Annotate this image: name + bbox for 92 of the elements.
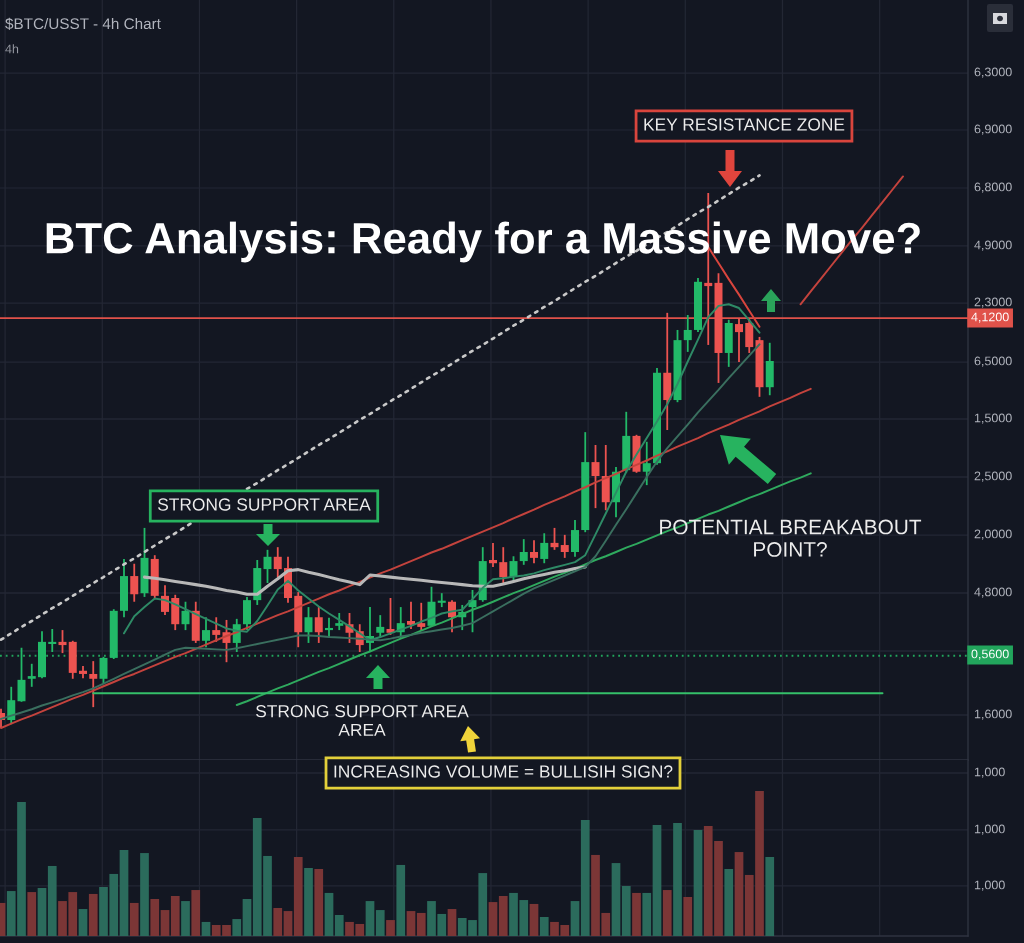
bar	[611, 863, 621, 936]
bar	[488, 902, 498, 936]
bar	[119, 850, 129, 936]
bar	[304, 867, 313, 936]
bar	[375, 910, 385, 936]
bar	[201, 921, 211, 936]
bar	[191, 890, 201, 936]
candlestick	[540, 532, 549, 565]
candlestick	[642, 440, 651, 487]
text: 4h	[5, 44, 19, 54]
bar	[283, 911, 293, 936]
candlestick	[130, 562, 139, 603]
bar	[693, 830, 703, 936]
text: 4,1200	[971, 312, 1009, 323]
candlestick	[314, 606, 323, 644]
candlestick	[89, 660, 98, 709]
bar	[539, 917, 549, 936]
text: 1,000	[974, 880, 1005, 891]
text: 1,5000	[974, 413, 1012, 424]
bar	[673, 823, 682, 936]
bar	[652, 824, 662, 936]
candlestick	[273, 546, 282, 579]
bar	[88, 893, 98, 936]
bar	[498, 895, 508, 936]
bar	[683, 896, 693, 936]
candlestick	[499, 546, 508, 584]
bar	[621, 885, 631, 936]
bar	[160, 910, 170, 936]
bar	[447, 909, 457, 936]
text: 6,5000	[974, 356, 1012, 367]
candlestick	[683, 314, 692, 353]
text: 6,3000	[974, 67, 1012, 78]
text: 1,000	[974, 824, 1005, 835]
candlestick	[27, 662, 36, 688]
candlestick	[437, 592, 446, 608]
bar	[27, 892, 37, 936]
candlestick	[560, 533, 569, 559]
text: 4,8000	[974, 587, 1012, 598]
bar	[140, 853, 149, 936]
bar	[724, 869, 734, 936]
text: 4,9000	[974, 240, 1012, 251]
bar	[232, 919, 242, 936]
bar	[642, 892, 652, 936]
text: 6,9000	[974, 124, 1012, 135]
bar	[406, 911, 416, 936]
text: 0,5600	[971, 649, 1009, 660]
text: KEY RESISTANCE ZONE	[644, 118, 845, 131]
text: INCREASING VOLUME = BULLISIH SIGN?	[334, 765, 673, 778]
text: 2,3000	[974, 297, 1012, 308]
bar	[632, 892, 641, 936]
bar	[734, 852, 744, 936]
bar	[37, 888, 47, 936]
bar	[334, 914, 344, 936]
text: 1,6000	[974, 709, 1012, 720]
bar	[396, 864, 406, 936]
bar	[324, 892, 334, 936]
candlestick	[530, 539, 538, 565]
bar	[181, 901, 190, 936]
bar	[662, 890, 672, 936]
bar	[242, 899, 252, 936]
bar	[416, 912, 426, 936]
bar	[529, 903, 539, 936]
bar	[129, 902, 139, 936]
bar	[365, 901, 375, 936]
annotation: STRONG SUPPORT AREA	[158, 498, 371, 511]
bar	[273, 908, 283, 936]
chart-subtitle: $BTC/USST - 4h Chart	[5, 17, 161, 31]
candlestick	[48, 628, 57, 653]
bar	[170, 895, 180, 936]
candlestick	[376, 614, 385, 638]
annotation: STRONG SUPPORT AREA AREA	[256, 705, 469, 736]
bar	[293, 856, 303, 936]
bar	[765, 856, 775, 936]
candlestick	[407, 600, 415, 630]
text: 2,0000	[974, 529, 1012, 540]
candlestick	[212, 616, 221, 643]
text: 6,8000	[974, 182, 1012, 193]
candlestick	[519, 538, 528, 566]
bar	[580, 820, 590, 936]
candlestick	[7, 685, 16, 726]
candlestick	[571, 518, 579, 558]
bar	[150, 899, 160, 936]
candlestick	[202, 616, 210, 649]
bar	[386, 920, 395, 936]
candlestick	[489, 541, 497, 568]
bar	[78, 909, 88, 936]
bar	[47, 865, 57, 936]
bar	[570, 901, 580, 936]
bar	[314, 869, 324, 936]
candlestick	[417, 601, 426, 631]
text: 1,000	[974, 767, 1005, 778]
text: 2,5000	[974, 471, 1012, 482]
